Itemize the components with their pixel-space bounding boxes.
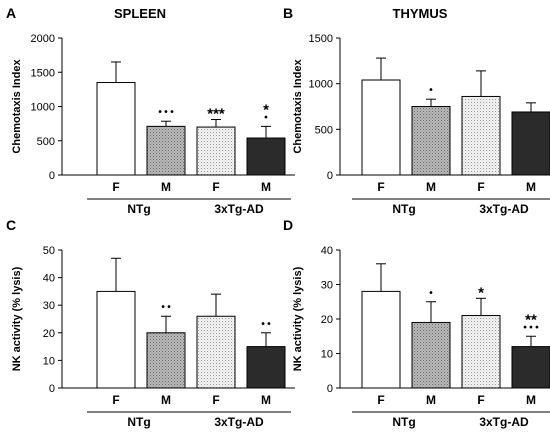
panel-d: D NK activity (% lysis) 0 10 20 30 40 F • M * F •••*… [283, 217, 550, 429]
category-label: F [212, 180, 219, 194]
y-tick-label: 0 [327, 170, 333, 182]
y-tick-label: 1500 [31, 67, 55, 79]
y-tick-label: 40 [321, 245, 333, 257]
significance-stars: ** [525, 311, 537, 328]
y-tick-label: 10 [43, 355, 55, 367]
category-label: M [426, 180, 436, 194]
bar [511, 111, 550, 176]
y-tick-label: 500 [315, 124, 333, 136]
y-tick-label: 2000 [31, 33, 55, 45]
panel-letter: B [283, 5, 293, 21]
panel-letter: D [283, 217, 293, 233]
y-tick-label: 30 [321, 280, 333, 292]
y-axis-title: Chemotaxis Index [292, 59, 304, 154]
y-tick-label: 500 [37, 136, 55, 148]
y-tick-label: 1000 [309, 79, 333, 91]
y-tick-label: 0 [49, 383, 55, 395]
significance-stars: * [478, 284, 484, 301]
category-label: F [377, 393, 384, 407]
y-tick-label: 10 [321, 349, 333, 361]
panel-title: THYMUS [393, 6, 448, 21]
group-label: NTg [392, 415, 415, 429]
y-tick-label: 0 [49, 170, 55, 182]
y-tick-label: 0 [327, 383, 333, 395]
group-label: NTg [127, 415, 150, 429]
bar [511, 346, 550, 389]
group-label: 3xTg-AD [214, 415, 264, 429]
group-label: 3xTg-AD [479, 415, 529, 429]
panel-b: B THYMUS Chemotaxis Index 0 500 1000 1500 F • M F M… [283, 5, 550, 216]
panel-title: SPLEEN [114, 6, 166, 21]
y-tick-label: 40 [43, 273, 55, 285]
category-label: F [477, 180, 484, 194]
category-label: M [526, 393, 536, 407]
bar [361, 290, 401, 389]
significance-dots: • [428, 288, 434, 299]
bar [196, 315, 236, 389]
bar [146, 125, 186, 176]
y-axis-title: NK activity (% lysis) [292, 266, 304, 371]
significance-dots: •• [260, 319, 272, 330]
panel-c: C NK activity (% lysis) 0 10 20 30 40 50 F •• M F ••… [6, 217, 295, 429]
bar [461, 95, 501, 176]
category-label: M [161, 393, 171, 407]
significance-stars: * [263, 101, 269, 118]
y-axis-title: NK activity (% lysis) [11, 266, 23, 371]
y-tick-label: 20 [321, 314, 333, 326]
y-tick-label: 30 [43, 300, 55, 312]
significance-dots: ••• [522, 322, 540, 333]
bar [461, 315, 501, 389]
category-label: M [426, 393, 436, 407]
bar [96, 82, 136, 176]
category-label: F [112, 393, 119, 407]
significance-dots: ••• [157, 107, 175, 118]
category-label: M [261, 180, 271, 194]
significance-stars: *** [207, 106, 225, 123]
significance-dots: •• [160, 302, 172, 313]
significance-dots: • [428, 85, 434, 96]
bar [246, 346, 286, 389]
group-label: NTg [127, 202, 150, 216]
bar [411, 106, 451, 176]
category-label: F [112, 180, 119, 194]
panel-letter: A [6, 5, 16, 21]
y-axis-title: Chemotaxis Index [11, 59, 23, 154]
category-label: F [377, 180, 384, 194]
category-label: F [212, 393, 219, 407]
bar [411, 321, 451, 389]
y-tick-label: 1000 [31, 102, 55, 114]
bar [196, 126, 236, 176]
group-label: 3xTg-AD [214, 202, 264, 216]
bar [361, 79, 401, 176]
category-label: M [161, 180, 171, 194]
bar [146, 332, 186, 389]
category-label: M [526, 180, 536, 194]
panel-letter: C [6, 217, 16, 233]
group-label: NTg [392, 202, 415, 216]
panel-a: A SPLEEN Chemotaxis Index 0 500 1000 1500 2000 F… [6, 5, 295, 216]
y-tick-label: 1500 [309, 33, 333, 45]
category-label: F [477, 393, 484, 407]
group-label: 3xTg-AD [479, 202, 529, 216]
y-tick-label: 20 [43, 328, 55, 340]
bar [96, 290, 136, 389]
y-tick-label: 50 [43, 245, 55, 257]
significance-dots: • [263, 112, 269, 123]
category-label: M [261, 393, 271, 407]
bar [246, 137, 286, 176]
